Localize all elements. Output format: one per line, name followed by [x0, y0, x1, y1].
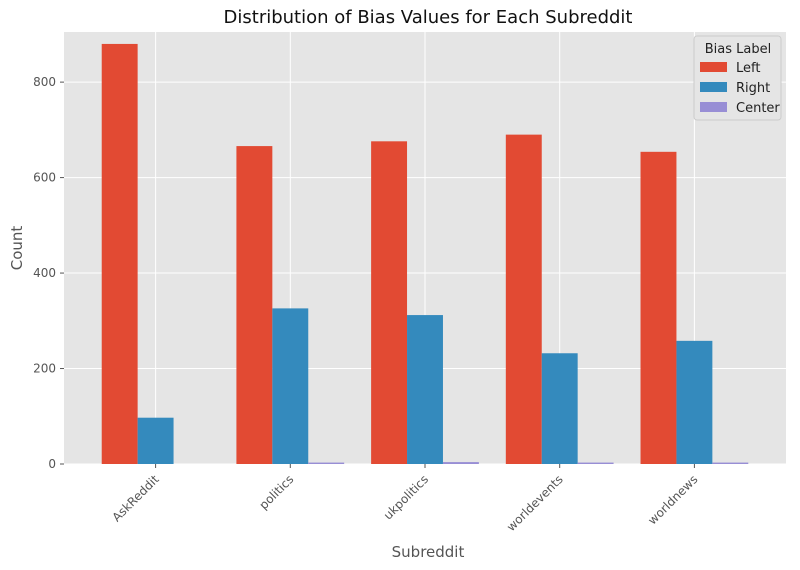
bar-right-politics	[272, 308, 309, 464]
legend: Bias Label Left Right Center	[693, 35, 782, 121]
legend-swatch-left	[700, 62, 727, 72]
y-axis-label: Count	[8, 226, 26, 271]
y-tick-label: 400	[33, 266, 56, 280]
legend-title: Bias Label	[705, 42, 771, 57]
legend-label-right: Right	[736, 81, 770, 96]
legend-swatch-center	[700, 102, 727, 112]
bar-center-worldevents	[577, 462, 614, 464]
bar-right-ukpolitics	[407, 315, 443, 464]
bar-right-worldevents	[541, 353, 578, 464]
y-tick-label: 0	[48, 457, 56, 471]
legend-box	[693, 35, 782, 121]
x-axis-ticks: AskReddit politics ukpolitics worldevents wo…	[109, 464, 701, 534]
bar-center-politics	[308, 462, 345, 464]
y-tick-label: 800	[33, 75, 56, 89]
x-tick-label: worldevents	[504, 472, 566, 534]
bar-right-worldnews	[676, 340, 713, 464]
x-tick-label: politics	[256, 472, 296, 512]
x-tick-label: ukpolitics	[381, 472, 431, 522]
bar-left-worldnews	[640, 151, 677, 464]
x-tick-label: worldnews	[645, 472, 700, 527]
bar-right-askreddit	[137, 417, 174, 464]
bar-left-askreddit	[101, 43, 138, 464]
y-tick-label: 600	[33, 171, 56, 185]
chart-title: Distribution of Bias Values for Each Sub…	[224, 7, 633, 28]
bar-center-worldnews	[712, 462, 749, 464]
bar-center-ukpolitics	[442, 462, 479, 464]
legend-label-center: Center	[736, 101, 780, 116]
bar-left-politics	[236, 146, 273, 464]
x-tick-label: AskReddit	[109, 472, 161, 524]
y-axis-ticks: 0 200 400 600 800	[33, 75, 64, 471]
x-axis-label: Subreddit	[392, 543, 465, 561]
bars	[101, 43, 749, 465]
bar-left-worldevents	[505, 134, 542, 465]
legend-swatch-right	[700, 82, 727, 92]
bar-left-ukpolitics	[371, 141, 408, 464]
y-tick-label: 200	[33, 362, 56, 376]
legend-label-left: Left	[736, 61, 760, 76]
